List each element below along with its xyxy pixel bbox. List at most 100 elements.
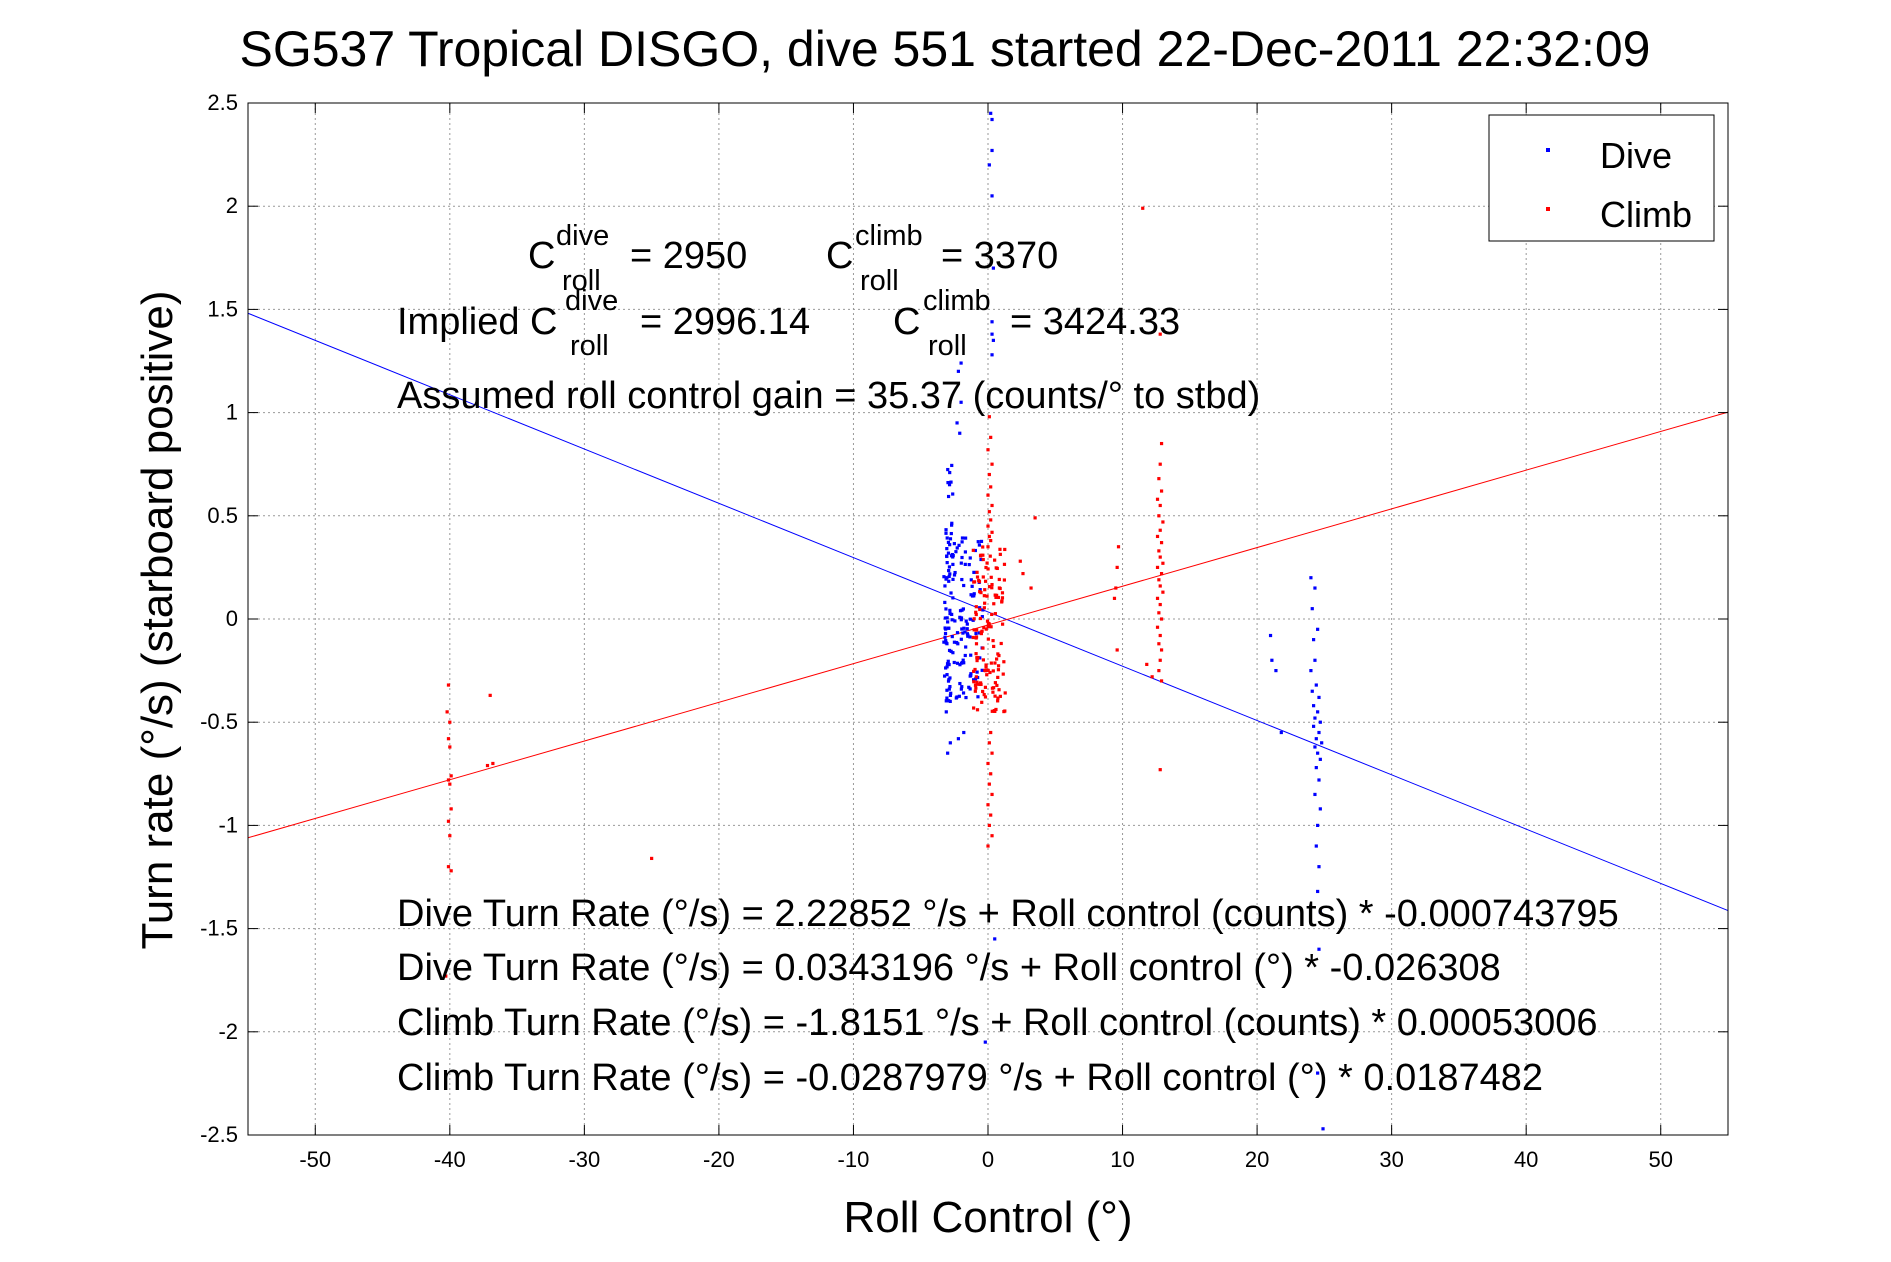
climb-point: [974, 605, 978, 609]
climb-point: [1150, 675, 1154, 679]
climb-point: [989, 518, 993, 522]
dive-point: [965, 627, 969, 631]
legend-climb-label: Climb: [1600, 194, 1692, 235]
dive-point: [946, 551, 951, 555]
dive-point: [960, 685, 964, 689]
climb-point: [996, 699, 1000, 703]
dive-point: [977, 543, 981, 547]
climb-point: [986, 545, 990, 549]
legend-dive-label: Dive: [1600, 135, 1672, 176]
dive-point: [948, 537, 953, 541]
dive-point: [943, 616, 947, 620]
dive-point: [1316, 751, 1320, 755]
dive-point: [970, 594, 975, 598]
dive-point: [944, 639, 948, 643]
dive-point: [945, 642, 949, 646]
climb-point: [1158, 503, 1162, 508]
climb-point: [990, 709, 994, 713]
climb-point: [993, 558, 997, 562]
climb-point: [974, 628, 978, 632]
climb-point: [973, 689, 977, 693]
climb-point: [987, 510, 991, 514]
y-tick-label: -0.5: [200, 709, 238, 734]
dive-point: [960, 540, 964, 544]
climb-point: [993, 681, 997, 685]
climb-point: [990, 792, 994, 797]
dive-point: [962, 626, 966, 630]
dive-point: [946, 467, 950, 472]
dive-point: [948, 543, 952, 547]
dive-point: [972, 570, 976, 574]
dive-point: [949, 480, 953, 484]
dive-point: [978, 656, 982, 660]
data-points: [444, 111, 1325, 1131]
climb-point: [1141, 206, 1145, 210]
roll-gain-annotation: Assumed roll control gain = 35.37 (count…: [397, 375, 1260, 417]
climb-point: [981, 575, 985, 579]
dive-point: [1313, 658, 1317, 662]
dive-point: [1310, 689, 1314, 693]
climb-point: [986, 621, 991, 626]
climb-point: [992, 644, 996, 649]
dive-point: [961, 631, 965, 635]
dive-point: [990, 117, 994, 122]
climb-point: [449, 807, 453, 811]
climb-point: [1115, 648, 1119, 652]
dive-point: [960, 627, 964, 631]
dive-point: [957, 543, 961, 547]
climb-point: [1155, 625, 1160, 629]
climb-point: [990, 582, 994, 587]
climb-equation-counts: Climb Turn Rate (°/s) = -1.8151 °/s + Ro…: [397, 1002, 1598, 1044]
climb-point: [990, 530, 994, 534]
climb-point: [987, 534, 991, 539]
climb-point: [986, 637, 990, 641]
dive-point: [952, 542, 956, 546]
dive-point: [944, 531, 948, 535]
climb-point: [1161, 520, 1165, 524]
dive-point: [965, 622, 969, 626]
climb-point: [1000, 600, 1004, 604]
c-roll-climb-subscript: roll: [860, 265, 899, 297]
dive-point: [955, 695, 959, 699]
climb-point: [976, 682, 980, 686]
dive-point: [1316, 710, 1320, 714]
climb-point: [448, 745, 452, 749]
climb-point: [994, 707, 998, 712]
climb-point: [995, 683, 999, 688]
climb-point: [995, 593, 999, 597]
dive-point: [945, 616, 949, 620]
climb-point: [986, 624, 990, 629]
dive-point: [967, 562, 971, 567]
climb-point: [971, 548, 975, 552]
c-roll-climb-symbol: C: [826, 235, 853, 277]
climb-point: [982, 594, 986, 598]
dive-point: [960, 608, 964, 612]
dive-point: [942, 575, 946, 579]
climb-point: [975, 708, 980, 712]
climb-point: [1159, 679, 1164, 683]
climb-point: [989, 435, 993, 439]
dive-point: [980, 615, 984, 619]
climb-point: [979, 590, 983, 595]
climb-point: [986, 567, 990, 571]
climb-point: [448, 782, 452, 786]
climb-point: [981, 553, 985, 557]
dive-point: [947, 565, 952, 569]
climb-point: [984, 665, 988, 669]
y-tick-label: -1: [218, 812, 238, 837]
dive-point: [953, 570, 957, 575]
climb-point: [491, 761, 495, 766]
climb-point: [985, 673, 989, 677]
dive-point: [1317, 947, 1321, 951]
dive-point: [983, 1040, 987, 1044]
climb-point: [1157, 549, 1161, 553]
dive-point: [944, 699, 948, 703]
climb-point: [996, 595, 1000, 600]
dive-point: [944, 710, 948, 714]
x-tick-label: -30: [568, 1147, 600, 1172]
dive-point: [1316, 889, 1320, 894]
dive-point: [946, 659, 950, 663]
climb-point: [972, 580, 977, 584]
dive-point: [951, 651, 955, 655]
y-tick-label: 0.5: [207, 503, 238, 528]
